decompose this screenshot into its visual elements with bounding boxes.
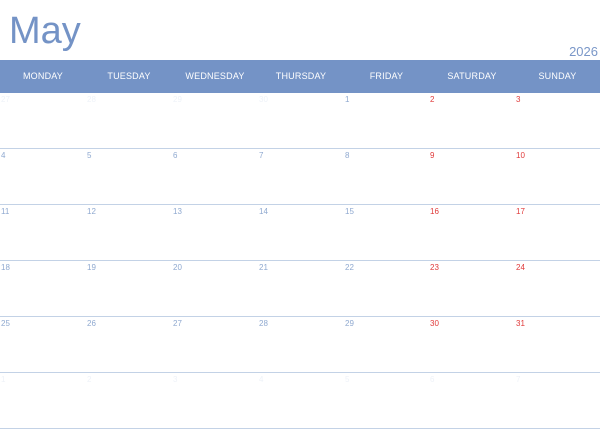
day-number: 10 bbox=[516, 151, 525, 160]
day-number: 7 bbox=[516, 375, 521, 384]
day-cell-friday[interactable]: 1 bbox=[344, 93, 429, 149]
weekday-header-row: MONDAY TUESDAY WEDNESDAY THURSDAY FRIDAY… bbox=[0, 60, 600, 93]
day-cell-saturday[interactable]: 9 bbox=[429, 149, 515, 205]
day-number: 11 bbox=[1, 207, 10, 216]
day-number: 2 bbox=[87, 375, 92, 384]
day-cell-monday[interactable]: 25 bbox=[0, 317, 86, 373]
day-cell-monday[interactable]: 18 bbox=[0, 261, 86, 317]
day-number: 27 bbox=[1, 95, 10, 104]
day-cell-saturday[interactable]: 2 bbox=[429, 93, 515, 149]
day-cell-sunday[interactable]: 31 bbox=[515, 317, 600, 373]
day-number: 3 bbox=[516, 95, 521, 104]
day-cell-wednesday[interactable]: 3 bbox=[172, 373, 258, 429]
weekday-header-sunday: SUNDAY bbox=[538, 71, 577, 81]
day-number: 23 bbox=[430, 263, 439, 272]
day-number: 1 bbox=[1, 375, 6, 384]
day-cell-friday[interactable]: 5 bbox=[344, 373, 429, 429]
day-cell-wednesday[interactable]: 20 bbox=[172, 261, 258, 317]
day-cell-tuesday[interactable]: 5 bbox=[86, 149, 172, 205]
calendar-grid: 27 28 29 30 1 2 3 4 5 6 7 8 9 10 11 12 13 14 15 16 17 18 19 20 2… bbox=[0, 93, 600, 429]
day-cell-wednesday[interactable]: 29 bbox=[172, 93, 258, 149]
day-number: 24 bbox=[516, 263, 525, 272]
day-cell-sunday[interactable]: 10 bbox=[515, 149, 600, 205]
day-cell-sunday[interactable]: 7 bbox=[515, 373, 600, 429]
day-cell-wednesday[interactable]: 27 bbox=[172, 317, 258, 373]
day-cell-friday[interactable]: 22 bbox=[344, 261, 429, 317]
day-number: 18 bbox=[1, 263, 10, 272]
weekday-header-tuesday: TUESDAY bbox=[107, 71, 151, 81]
day-cell-friday[interactable]: 29 bbox=[344, 317, 429, 373]
day-cell-tuesday[interactable]: 26 bbox=[86, 317, 172, 373]
day-cell-thursday[interactable]: 21 bbox=[258, 261, 344, 317]
day-number: 26 bbox=[87, 319, 96, 328]
day-cell-sunday[interactable]: 3 bbox=[515, 93, 600, 149]
day-cell-sunday[interactable]: 17 bbox=[515, 205, 600, 261]
weekday-header-wednesday: WEDNESDAY bbox=[185, 71, 245, 81]
day-number: 13 bbox=[173, 207, 182, 216]
day-number: 14 bbox=[259, 207, 268, 216]
day-number: 6 bbox=[173, 151, 178, 160]
day-number: 30 bbox=[259, 95, 268, 104]
day-number: 16 bbox=[430, 207, 439, 216]
year-label: 2026 bbox=[569, 44, 598, 59]
day-cell-friday[interactable]: 8 bbox=[344, 149, 429, 205]
day-cell-thursday[interactable]: 14 bbox=[258, 205, 344, 261]
day-number: 29 bbox=[345, 319, 354, 328]
day-number: 6 bbox=[430, 375, 435, 384]
day-cell-saturday[interactable]: 23 bbox=[429, 261, 515, 317]
day-number: 27 bbox=[173, 319, 182, 328]
day-cell-monday[interactable]: 11 bbox=[0, 205, 86, 261]
day-number: 4 bbox=[1, 151, 6, 160]
day-cell-thursday[interactable]: 7 bbox=[258, 149, 344, 205]
day-number: 25 bbox=[1, 319, 10, 328]
day-cell-tuesday[interactable]: 28 bbox=[86, 93, 172, 149]
day-number: 12 bbox=[87, 207, 96, 216]
day-cell-saturday[interactable]: 16 bbox=[429, 205, 515, 261]
day-cell-monday[interactable]: 4 bbox=[0, 149, 86, 205]
day-cell-sunday[interactable]: 24 bbox=[515, 261, 600, 317]
weekday-header-monday: MONDAY bbox=[22, 71, 64, 81]
day-number: 19 bbox=[87, 263, 96, 272]
weekday-header-saturday: SATURDAY bbox=[447, 71, 497, 81]
day-cell-saturday[interactable]: 30 bbox=[429, 317, 515, 373]
day-number: 21 bbox=[259, 263, 268, 272]
day-number: 22 bbox=[345, 263, 354, 272]
day-number: 17 bbox=[516, 207, 525, 216]
day-number: 30 bbox=[430, 319, 439, 328]
day-number: 15 bbox=[345, 207, 354, 216]
month-title: May bbox=[9, 10, 81, 52]
day-cell-monday[interactable]: 1 bbox=[0, 373, 86, 429]
day-cell-tuesday[interactable]: 2 bbox=[86, 373, 172, 429]
day-number: 3 bbox=[173, 375, 178, 384]
weekday-header-friday: FRIDAY bbox=[369, 71, 404, 81]
day-number: 7 bbox=[259, 151, 264, 160]
day-cell-friday[interactable]: 15 bbox=[344, 205, 429, 261]
day-cell-thursday[interactable]: 30 bbox=[258, 93, 344, 149]
day-number: 31 bbox=[516, 319, 525, 328]
day-number: 5 bbox=[345, 375, 350, 384]
day-number: 9 bbox=[430, 151, 435, 160]
day-cell-thursday[interactable]: 28 bbox=[258, 317, 344, 373]
day-number: 1 bbox=[345, 95, 350, 104]
day-cell-tuesday[interactable]: 12 bbox=[86, 205, 172, 261]
day-cell-wednesday[interactable]: 13 bbox=[172, 205, 258, 261]
day-number: 5 bbox=[87, 151, 92, 160]
weekday-header-thursday: THURSDAY bbox=[275, 71, 327, 81]
day-cell-thursday[interactable]: 4 bbox=[258, 373, 344, 429]
day-number: 28 bbox=[87, 95, 96, 104]
day-number: 4 bbox=[259, 375, 264, 384]
day-cell-tuesday[interactable]: 19 bbox=[86, 261, 172, 317]
day-cell-wednesday[interactable]: 6 bbox=[172, 149, 258, 205]
day-cell-saturday[interactable]: 6 bbox=[429, 373, 515, 429]
day-number: 8 bbox=[345, 151, 350, 160]
day-number: 20 bbox=[173, 263, 182, 272]
day-number: 29 bbox=[173, 95, 182, 104]
day-number: 28 bbox=[259, 319, 268, 328]
day-number: 2 bbox=[430, 95, 435, 104]
day-cell-monday[interactable]: 27 bbox=[0, 93, 86, 149]
